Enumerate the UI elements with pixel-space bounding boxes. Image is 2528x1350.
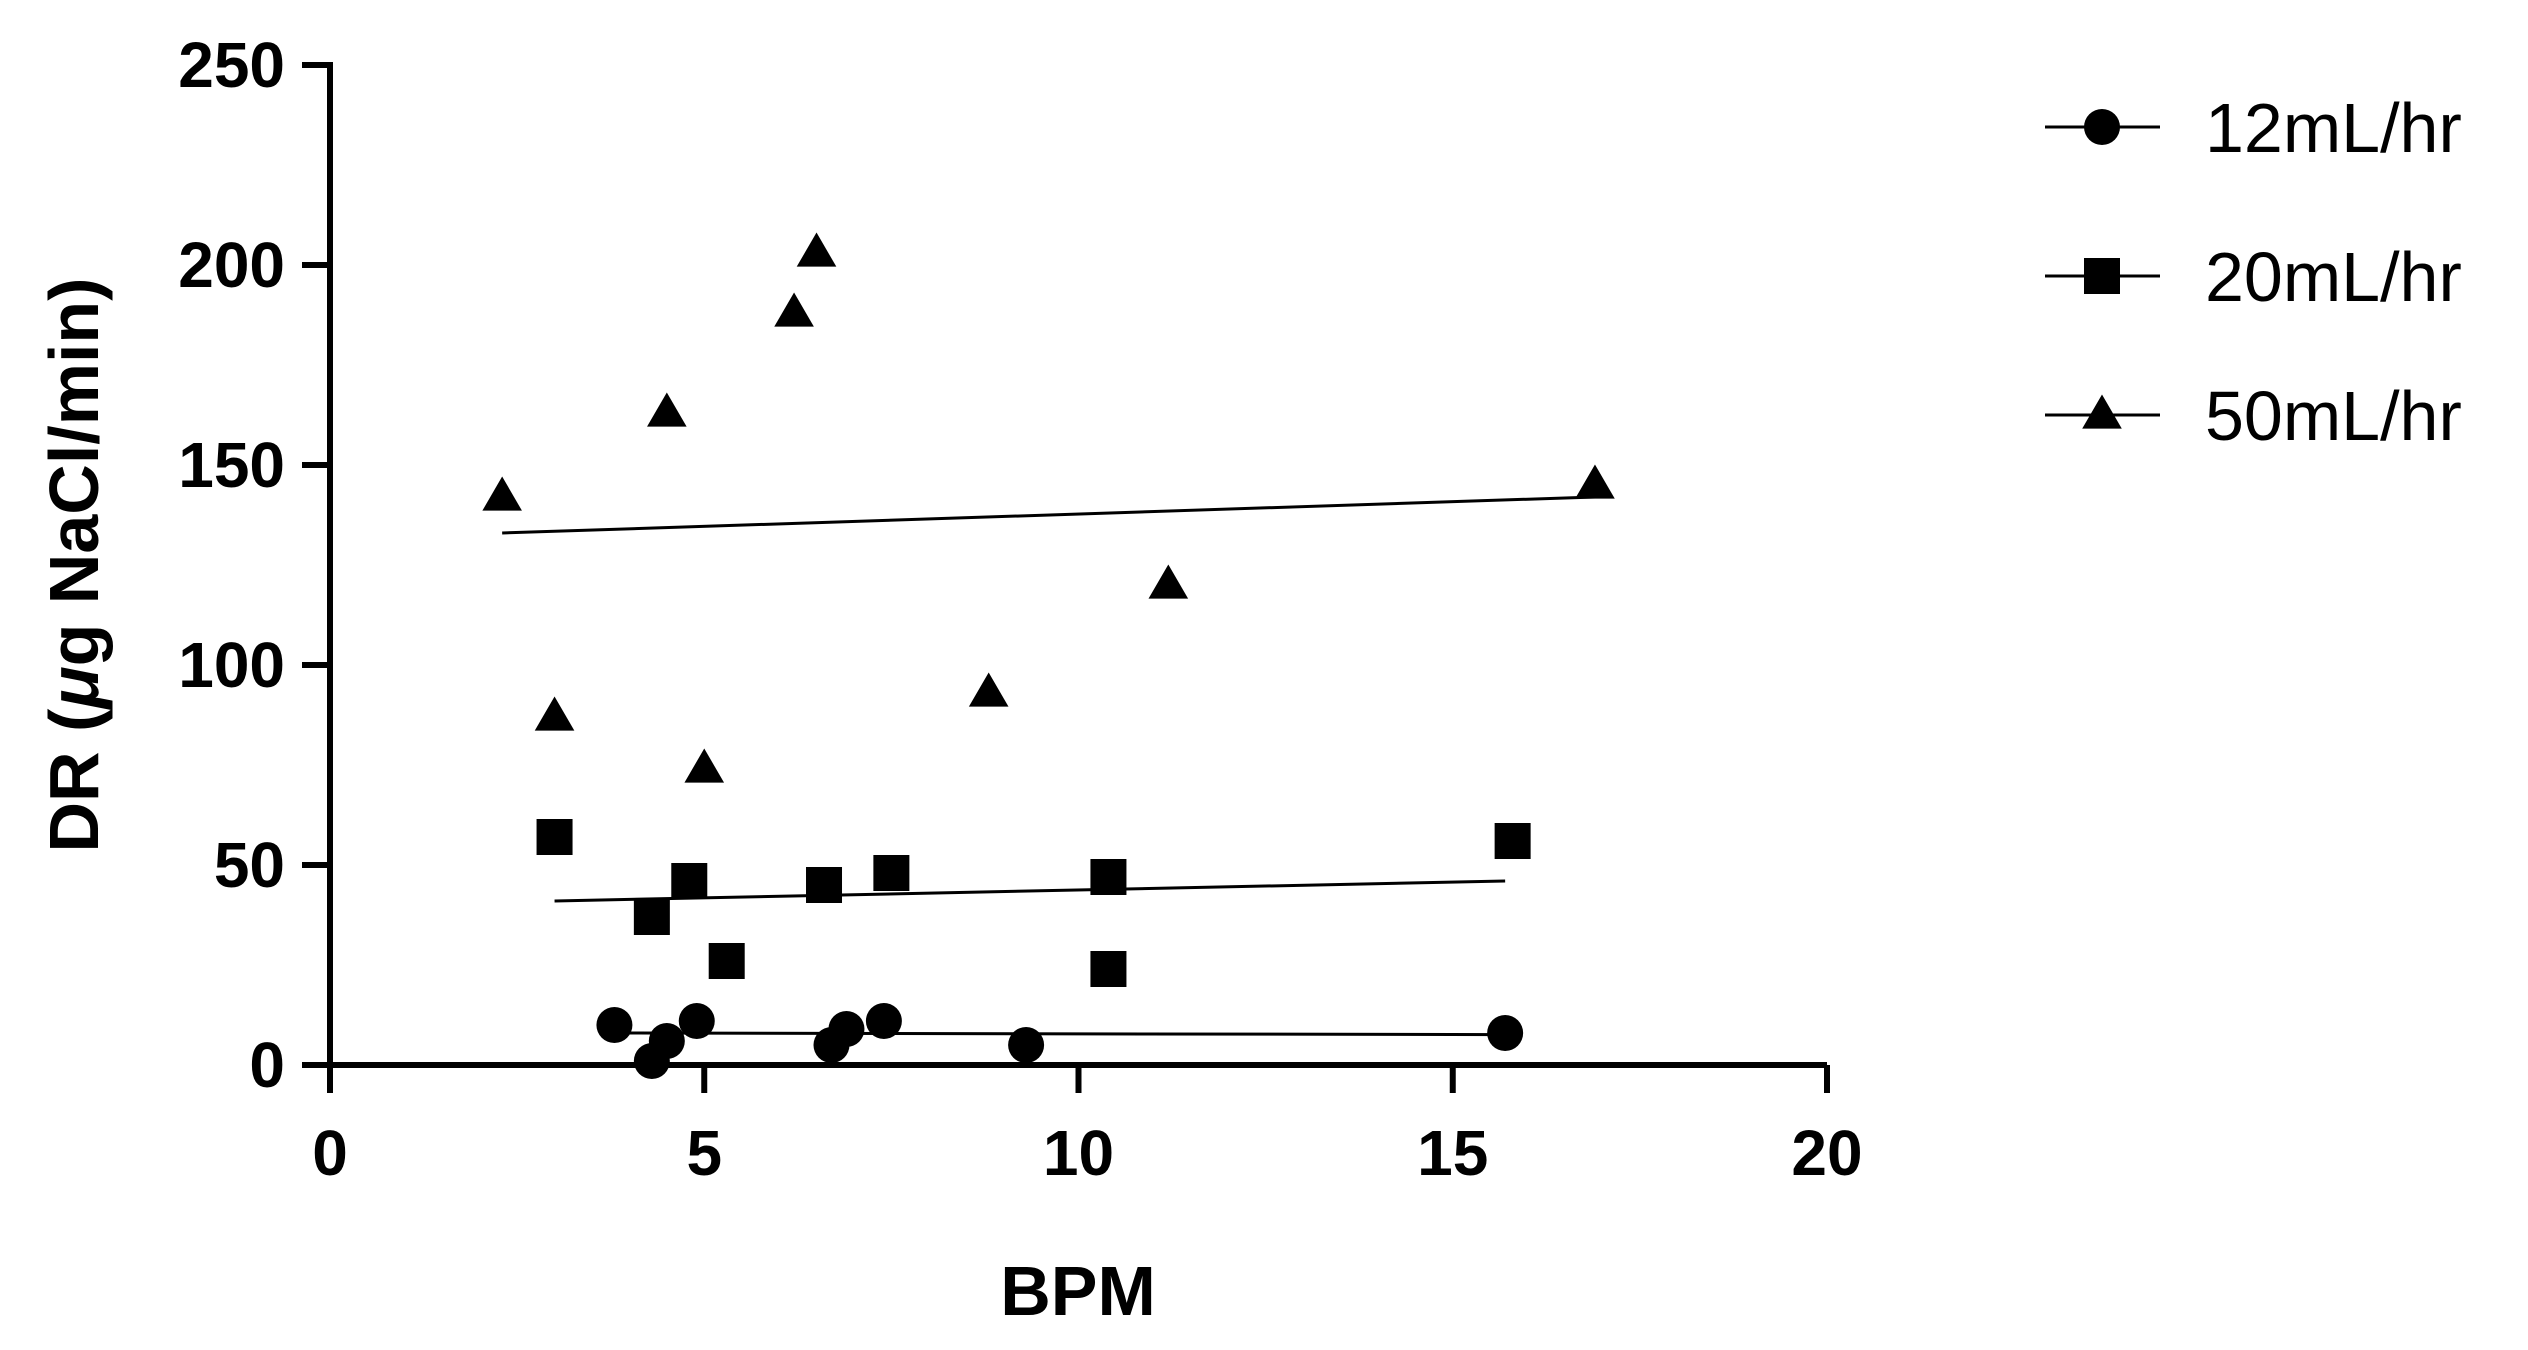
legend-label: 20mL/hr [2205,238,2462,316]
data-point-series-2 [536,819,573,855]
trendline-2 [554,879,1506,903]
x-tick-label: 5 [686,1117,722,1189]
data-point-series-2 [633,899,670,935]
data-point-series-1 [828,1011,865,1047]
legend-marker [2084,109,2120,145]
data-point-series-2 [1494,823,1531,859]
data-point-series-2 [873,855,910,891]
data-point-series-3 [774,292,814,327]
y-ticks: 0 50 100 150 200 250 [178,29,330,1101]
data-point-series-1 [1008,1027,1045,1063]
data-point-series-1 [678,1003,715,1039]
y-tick-label: 150 [178,429,285,501]
y-tick-label: 0 [249,1029,285,1101]
data-point-series-2 [671,863,708,899]
trendlines [502,495,1596,1037]
data-point-series-3 [647,392,687,427]
y-tick-label: 250 [178,29,285,101]
legend: 12mL/hr 20mL/hr 50mL/hr [2045,89,2462,455]
y-tick-label: 100 [178,629,285,701]
y-axis-title-suffix: g NaCl/min) [35,278,113,667]
y-axis-title: DR (μg NaCl/min) [35,278,113,853]
data-point-series-3 [796,232,837,267]
trendline-1 [614,1031,1506,1037]
data-point-series-3 [1148,564,1189,599]
data-point-series-2 [1090,859,1127,895]
x-ticks: 0 5 10 15 20 [312,1065,1863,1189]
data-markers [482,232,1615,1079]
x-tick-label: 10 [1043,1117,1114,1189]
legend-label: 50mL/hr [2205,377,2462,455]
y-axis-title-mu: μ [35,666,113,710]
data-point-series-1 [865,1003,902,1039]
data-point-series-2 [708,943,745,979]
data-point-series-2 [806,867,843,903]
data-point-series-3 [968,672,1009,707]
data-point-series-1 [1487,1015,1524,1051]
y-tick-label: 50 [214,829,285,901]
axes [327,62,1827,1068]
legend-marker [2084,258,2120,294]
data-point-series-3 [1575,464,1615,499]
data-point-series-3 [684,748,725,783]
x-tick-label: 0 [312,1117,348,1189]
data-point-series-1 [648,1023,685,1059]
data-point-series-3 [482,476,522,511]
legend-marker [2082,394,2122,429]
legend-label: 12mL/hr [2205,89,2462,167]
data-point-series-3 [534,696,575,731]
y-axis-title-prefix: DR ( [35,708,113,853]
y-tick-label: 200 [178,229,285,301]
trendline-3 [502,495,1596,535]
data-point-series-2 [1090,951,1127,987]
x-tick-label: 20 [1791,1117,1862,1189]
data-point-series-1 [596,1007,633,1043]
x-axis-title: BPM [1000,1252,1156,1330]
x-tick-label: 15 [1417,1117,1488,1189]
